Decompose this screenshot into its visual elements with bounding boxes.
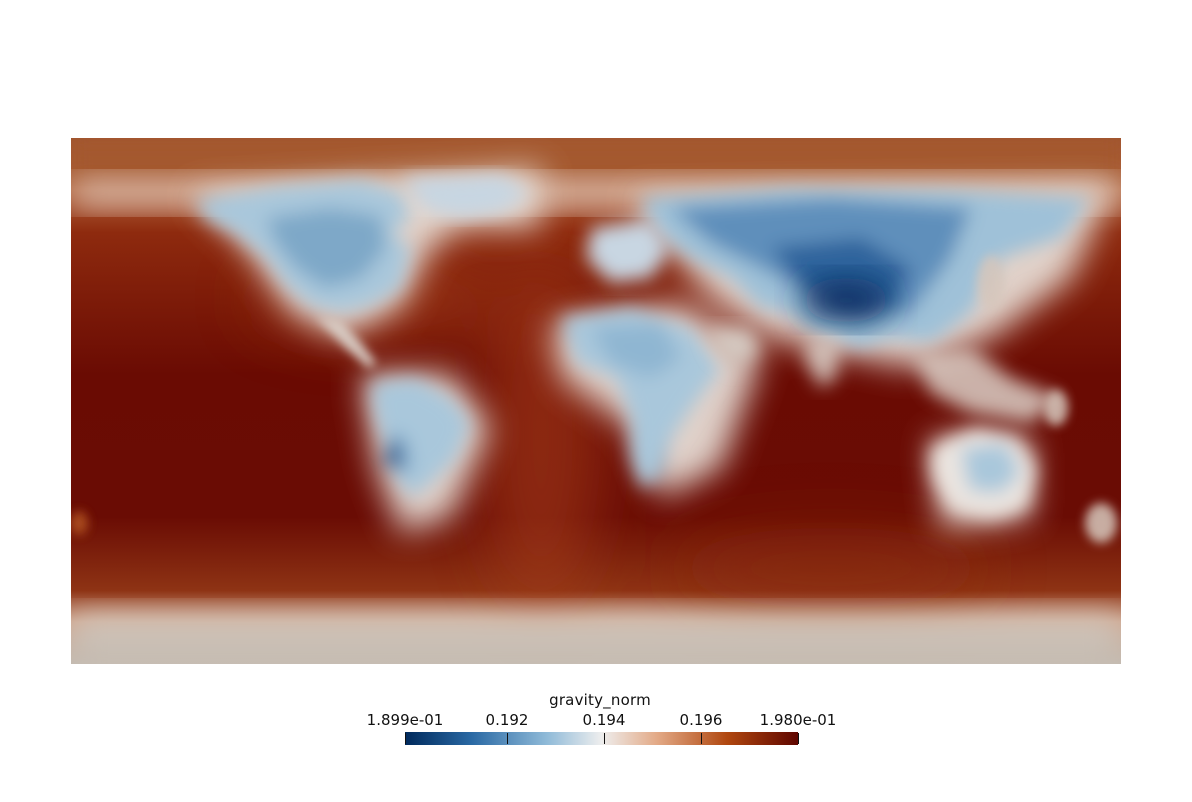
north-america xyxy=(196,180,411,313)
colorbar-tick-4 xyxy=(798,733,799,744)
colorbar-tick-1 xyxy=(507,733,508,744)
gravity-map xyxy=(71,138,1121,664)
colorbar-tick-label-3: 0.196 xyxy=(679,711,723,729)
australia xyxy=(931,428,1036,518)
colorbar-tick-2 xyxy=(604,733,605,744)
north-polar-band xyxy=(71,138,1121,178)
colorbar-tick-label-4: 1.980e-01 xyxy=(759,711,837,729)
tibet-anomaly xyxy=(801,278,891,322)
colorbar-tick-label-1: 0.192 xyxy=(485,711,529,729)
colorbar-tick-label-0: 1.899e-01 xyxy=(366,711,444,729)
southeast-asia xyxy=(911,348,1061,423)
colorbar-tick-0 xyxy=(405,733,406,744)
africa xyxy=(561,308,721,488)
colorbar: gravity_norm 1.899e-01 0.192 0.194 0.196… xyxy=(340,688,860,768)
central-america xyxy=(316,316,376,368)
antarctica xyxy=(71,616,1121,664)
colorbar-title: gravity_norm xyxy=(549,691,651,709)
colorbar-tick-3 xyxy=(701,733,702,744)
greenland xyxy=(401,174,531,218)
islands xyxy=(71,255,1117,543)
colorbar-tick-label-2: 0.194 xyxy=(582,711,626,729)
south-asia xyxy=(706,328,841,388)
colorbar-gradient xyxy=(405,732,798,745)
south-america xyxy=(371,378,471,498)
europe xyxy=(586,218,671,283)
